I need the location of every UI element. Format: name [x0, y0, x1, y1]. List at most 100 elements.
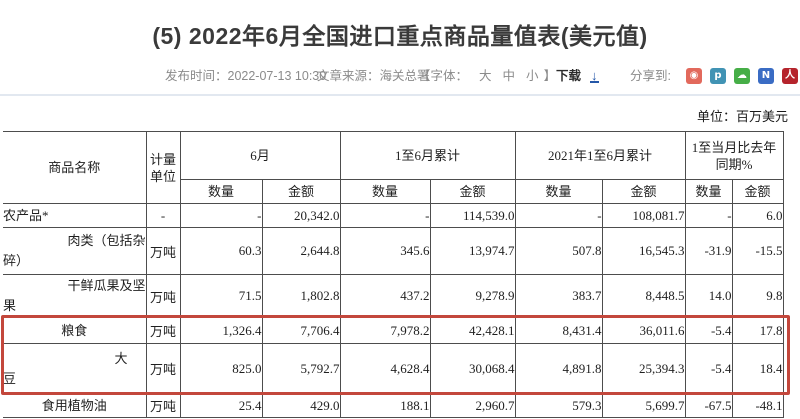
measure-unit: 万吨	[145, 317, 181, 344]
value-cell: 1,802.8	[261, 274, 341, 318]
value-cell: 9,278.9	[429, 274, 516, 318]
value-cell: 25,394.3	[601, 343, 686, 394]
share-label: 分享到:	[630, 69, 671, 83]
value-cell: 2,644.8	[261, 227, 341, 275]
measure-unit: 万吨	[145, 393, 181, 418]
value-cell: 36,011.6	[601, 317, 686, 344]
publish-time: 发布时间：2022-07-13 10:30	[165, 69, 327, 83]
sub-header-value: 金额	[261, 179, 341, 204]
measure-unit: -	[145, 203, 181, 228]
quantity-cell: 825.0	[179, 343, 263, 394]
page-title: (5) 2022年6月全国进口重点商品量值表(美元值)	[152, 23, 648, 49]
col-header-unit: 计量单位	[145, 131, 181, 204]
measure-unit: 万吨	[145, 274, 181, 318]
quantity-cell: 8,431.4	[514, 317, 603, 344]
quantity-cell: -	[514, 203, 603, 228]
quantity-cell: -	[179, 203, 263, 228]
quantity-cell: 14.0	[684, 274, 733, 318]
font-size-medium[interactable]: 中	[502, 69, 516, 83]
quantity-cell: 383.7	[514, 274, 603, 318]
header-divider	[0, 94, 800, 96]
table-row: 干鲜瓜果及坚果万吨 71.5 1,802.8 437.2 9,278.9 383.7 8,4…	[3, 274, 784, 318]
quantity-cell: 437.2	[339, 274, 431, 318]
sub-header-value: 金额	[731, 179, 784, 204]
header-row-groups: 商品名称 计量单位 6月 1至6月累计 2021年1至6月累计 1至当月比去年同…	[3, 131, 784, 204]
sub-header-value: 金额	[601, 179, 686, 204]
col-group-yoy: 1至当月比去年同期%	[684, 131, 784, 180]
qzone-icon[interactable]: N	[757, 68, 774, 84]
tencent-weibo-icon[interactable]: p	[709, 68, 726, 84]
font-widget-close: 】	[543, 69, 557, 83]
commodity-name: 农产品*	[3, 203, 147, 228]
share-bar: 分享到: ◉ p ☁ N 人	[630, 68, 798, 84]
value-cell: 20,342.0	[261, 203, 341, 228]
sub-header-quantity: 数量	[514, 179, 603, 204]
wechat-icon[interactable]: ☁	[733, 68, 750, 84]
unit-note: 单位：百万美元	[696, 109, 788, 124]
sub-header-quantity: 数量	[180, 179, 263, 204]
value-cell: 5,792.7	[261, 343, 341, 394]
font-size-large[interactable]: 大	[479, 69, 492, 83]
download-label: 下载	[556, 69, 582, 83]
value-cell: 108,081.7	[601, 203, 686, 228]
quantity-cell: 60.3	[179, 227, 263, 275]
measure-unit: 万吨	[145, 343, 181, 394]
quantity-cell: -67.5	[684, 393, 733, 418]
sub-header-value: 金额	[429, 179, 516, 204]
col-header-commodity: 商品名称	[3, 131, 147, 204]
quantity-cell: 579.3	[514, 393, 603, 418]
col-group-jan-jun: 1至6月累计	[339, 131, 516, 180]
value-cell: 9.8	[731, 274, 784, 318]
quantity-cell: -31.9	[684, 227, 733, 275]
value-cell: 42,428.1	[429, 317, 516, 344]
quantity-cell: 71.5	[179, 274, 263, 318]
value-cell: 2,960.7	[429, 393, 516, 418]
value-cell: 114,539.0	[429, 203, 516, 228]
quantity-cell: 4,628.4	[339, 343, 431, 394]
table-body: 农产品* - -20,342.0-114,539.0-108,081.7-6.0 肉类…	[3, 203, 784, 418]
quantity-cell: 7,978.2	[339, 317, 431, 344]
download-icon: ↓	[590, 67, 599, 83]
font-size-widget: 【字体： 大 中 小 】	[418, 68, 556, 84]
table-row: 粮食 万吨 1,326.4 7,706.4 7,978.2 42,428.1 8,431.4…	[3, 317, 784, 344]
value-cell: 7,706.4	[261, 317, 341, 344]
quantity-cell: -	[684, 203, 733, 228]
table-row: 农产品* - -20,342.0-114,539.0-108,081.7-6.0	[3, 203, 784, 228]
measure-unit: 万吨	[145, 227, 181, 275]
value-cell: 30,068.4	[429, 343, 516, 394]
value-cell: 5,699.7	[601, 393, 686, 418]
sub-header-quantity: 数量	[339, 179, 431, 204]
quantity-cell: 188.1	[339, 393, 431, 418]
value-cell: 13,974.7	[429, 227, 516, 275]
quantity-cell: 25.4	[179, 393, 263, 418]
quantity-cell: 507.8	[514, 227, 603, 275]
commodity-name: 粮食	[3, 317, 147, 344]
quantity-cell: 4,891.8	[514, 343, 603, 394]
font-widget-open: 【字体：	[418, 69, 469, 83]
value-cell: 429.0	[261, 393, 341, 418]
table-row: 肉类（包括杂 碎） 万吨 60.3 2,644.8 345.6 13,974.7 507.8 1…	[3, 227, 784, 275]
value-cell: 8,448.5	[601, 274, 686, 318]
sub-header-quantity: 数量	[684, 179, 733, 204]
share-icons: ◉ p ☁ N 人	[678, 68, 798, 84]
value-cell: 6.0	[731, 203, 784, 228]
table-row: 食用植物油 万吨 25.4 429.0 188.1 2,960.7 579.3 5,699.7…	[3, 393, 784, 418]
value-cell: 16,545.3	[601, 227, 686, 275]
value-cell: -15.5	[731, 227, 784, 275]
download-button[interactable]: 下载 ↓	[556, 68, 599, 84]
sina-weibo-icon[interactable]: ◉	[685, 68, 702, 84]
quantity-cell: 1,326.4	[179, 317, 263, 344]
commodity-name: 食用植物油	[3, 393, 147, 418]
value-cell: 17.8	[731, 317, 784, 344]
quantity-cell: 345.6	[339, 227, 431, 275]
commodity-name: 大豆	[3, 343, 147, 394]
value-cell: 18.4	[731, 343, 784, 394]
import-commodities-table: 商品名称 计量单位 6月 1至6月累计 2021年1至6月累计 1至当月比去年同…	[3, 131, 784, 418]
quantity-cell: -5.4	[684, 343, 733, 394]
renren-icon[interactable]: 人	[781, 68, 798, 84]
font-size-small[interactable]: 小	[526, 69, 539, 83]
col-group-2021-jan-jun: 2021年1至6月累计	[514, 131, 686, 180]
quantity-cell: -5.4	[684, 317, 733, 344]
commodity-name: 肉类（包括杂 碎）	[3, 227, 147, 275]
